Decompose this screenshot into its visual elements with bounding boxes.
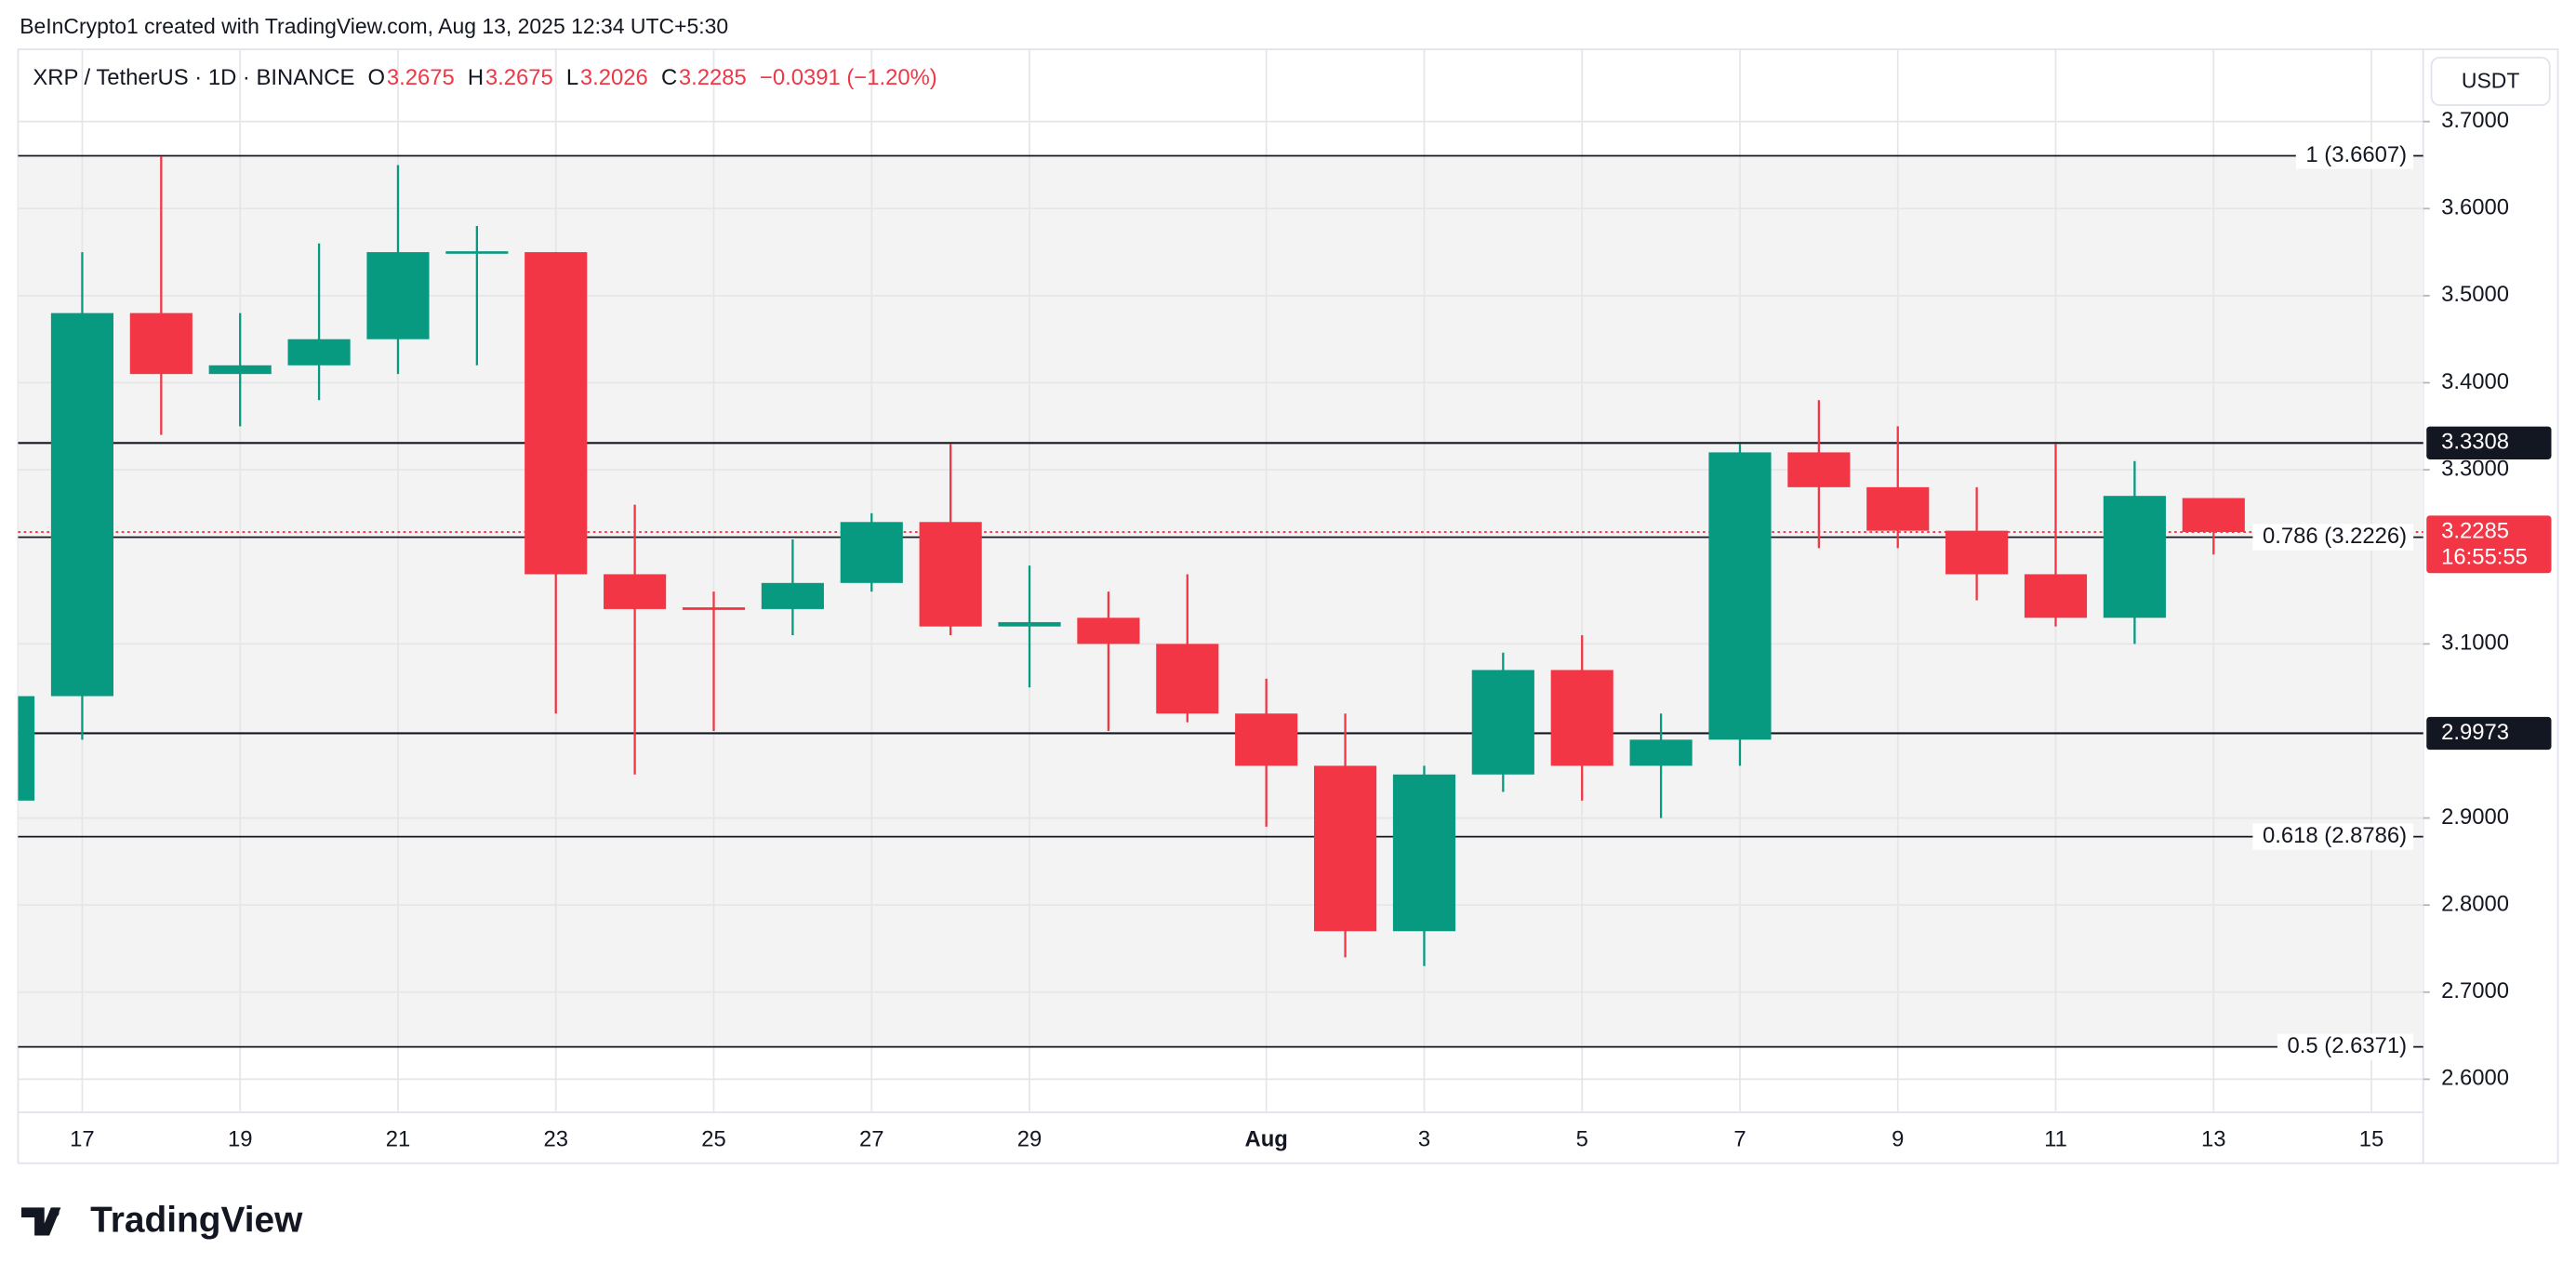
candle-body: [682, 607, 746, 610]
candle-body: [1550, 670, 1613, 766]
level-badge: [2426, 426, 2552, 459]
candle-body: [1077, 618, 1140, 645]
symbol: XRP / TetherUS · 1D · BINANCE: [33, 65, 354, 90]
ohlc-value: 3.2285: [679, 65, 747, 90]
candle-body: [18, 696, 35, 801]
ohlc-value: 3.2675: [387, 65, 455, 90]
candle-body: [604, 574, 667, 609]
y-tick-label: 3.5000: [2441, 282, 2509, 307]
x-tick-label: 25: [701, 1126, 726, 1151]
logo-dot: [49, 1207, 60, 1218]
level-badge-label: 3.3308: [2441, 430, 2509, 455]
ohlc-value: 3.2675: [485, 65, 553, 90]
x-tick-label: 13: [2201, 1126, 2226, 1151]
candle-body: [287, 339, 351, 366]
candle-body: [1629, 739, 1693, 766]
ohlc-label: H: [468, 65, 484, 90]
fib-label: 0.618 (2.8786): [2263, 823, 2407, 848]
candle-body: [50, 312, 113, 697]
fib-label: 0.786 (3.2226): [2263, 524, 2407, 549]
logo-text: TradingView: [90, 1201, 303, 1241]
candle-body: [524, 252, 588, 575]
y-tick-label: 2.7000: [2441, 978, 2509, 1004]
candle-body: [1866, 486, 1930, 531]
candle-layer: [18, 156, 2245, 966]
fib-label-bg: [2252, 823, 2414, 850]
candle-body: [208, 365, 272, 375]
candle-body: [1708, 452, 1772, 740]
x-tick-label: 15: [2359, 1126, 2384, 1151]
x-tick-label: 23: [543, 1126, 568, 1151]
candle-body: [761, 582, 824, 609]
candle-body: [840, 522, 903, 583]
change: −0.0391 (−1.20%): [760, 65, 937, 90]
candle-body: [1787, 452, 1851, 487]
candle-body: [1392, 774, 1456, 932]
x-tick-label: Aug: [1245, 1126, 1288, 1151]
x-tick-label: 17: [70, 1126, 95, 1151]
logo: TradingView: [20, 1201, 303, 1241]
y-tick-label: 2.6000: [2441, 1066, 2509, 1091]
y-tick-label: 2.9000: [2441, 804, 2509, 830]
fib-label-bg: [2295, 142, 2414, 169]
y-tick-label: 3.7000: [2441, 108, 2509, 133]
x-tick-label: 3: [1418, 1126, 1430, 1151]
y-tick-label: 3.6000: [2441, 195, 2509, 220]
candle-body: [2182, 498, 2245, 533]
credit: BeInCrypto1 created with TradingView.com…: [20, 14, 728, 38]
x-tick-label: 21: [386, 1126, 411, 1151]
fib-label: 1 (3.6607): [2305, 142, 2407, 167]
level-badge-label: 2.9973: [2441, 720, 2509, 745]
candle-body: [1471, 670, 1534, 775]
y-tick-label: 3.4000: [2441, 369, 2509, 394]
candle-body: [1314, 765, 1377, 932]
last-price-badge: [2426, 515, 2552, 574]
y-tick-label: 3.3000: [2441, 456, 2509, 481]
currency-box[interactable]: [2430, 56, 2551, 106]
candle-body: [2024, 574, 2088, 618]
candle-body: [2103, 496, 2166, 618]
candle-body: [998, 621, 1061, 627]
candle-body: [1156, 644, 1219, 714]
ohlc-label: O: [368, 65, 386, 90]
candle-body: [445, 251, 509, 254]
ohlc-label: C: [661, 65, 677, 90]
last-price-label: 3.2285: [2441, 518, 2509, 543]
x-tick-label: 29: [1017, 1126, 1042, 1151]
currency[interactable]: USDT: [2462, 68, 2519, 92]
x-tick-label: 7: [1733, 1126, 1746, 1151]
candle-body: [919, 522, 982, 627]
overlay-layer: 1 (3.6607) 0.786 (3.2226) 0.618 (2.8786) 0.…: [2252, 142, 2552, 1060]
level-layer: [18, 154, 2423, 1048]
level-badge: [2426, 716, 2552, 751]
countdown: 16:55:55: [2441, 545, 2528, 570]
ohlc-legend: O 3.2675 H 3.2675 L 3.2026 C 3.2285 −0.0391 (−1.…: [368, 65, 937, 90]
fib-label-bg: [2252, 524, 2414, 551]
y-tick-label: 3.1000: [2441, 631, 2509, 656]
x-tick-label: 27: [859, 1126, 884, 1151]
candle-body: [1235, 713, 1298, 766]
candle-body: [129, 312, 193, 375]
fib-label: 0.5 (2.6371): [2288, 1033, 2408, 1058]
y-tick-label: 2.8000: [2441, 891, 2509, 916]
ohlc-label: L: [566, 65, 578, 90]
ohlc-value: 3.2026: [580, 65, 648, 90]
x-tick-label: 9: [1892, 1126, 1904, 1151]
x-tick-label: 11: [2044, 1126, 2067, 1151]
x-tick-label: 19: [228, 1126, 253, 1151]
grid-layer: 2.6000 2.7000 2.8000 2.9000 3.1000 3.3000 3.40…: [18, 48, 2509, 1151]
x-tick-label: 5: [1576, 1126, 1588, 1151]
fib-label-bg: [2277, 1033, 2414, 1060]
candle-body: [1945, 530, 2009, 575]
candle-body: [366, 252, 430, 339]
